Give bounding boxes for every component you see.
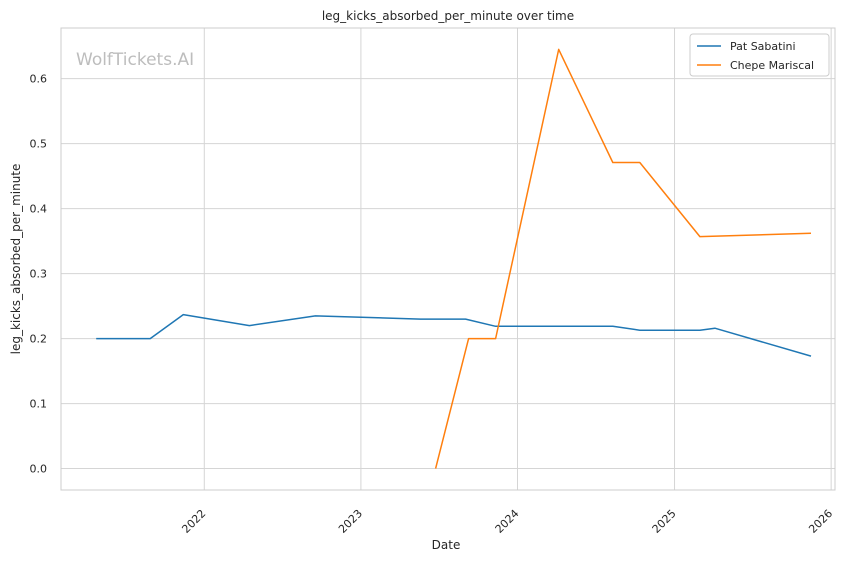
y-axis-label: leg_kicks_absorbed_per_minute — [9, 164, 23, 355]
x-axis-label: Date — [432, 538, 461, 552]
legend-label-chepe-mariscal: Chepe Mariscal — [730, 59, 814, 72]
chart-title: leg_kicks_absorbed_per_minute over time — [322, 9, 574, 23]
legend: Pat Sabatini Chepe Mariscal — [689, 33, 830, 77]
y-tick-label: 0.0 — [30, 463, 48, 476]
series-line-1 — [434, 48, 812, 469]
y-tick-label: 0.1 — [30, 398, 48, 411]
y-tick-label: 0.4 — [30, 203, 48, 216]
legend-box — [689, 33, 830, 77]
grid — [61, 28, 835, 490]
series-line-0 — [96, 313, 812, 357]
watermark: WolfTickets.AI — [76, 50, 194, 70]
y-tick-label: 0.6 — [30, 73, 48, 86]
plot-frame — [60, 27, 836, 491]
y-tick-label: 0.3 — [30, 268, 48, 281]
y-tick-label: 0.5 — [30, 138, 48, 151]
y-tick-label: 0.2 — [30, 333, 48, 346]
legend-label-pat-sabatini: Pat Sabatini — [730, 40, 796, 53]
series-lines — [96, 48, 812, 469]
